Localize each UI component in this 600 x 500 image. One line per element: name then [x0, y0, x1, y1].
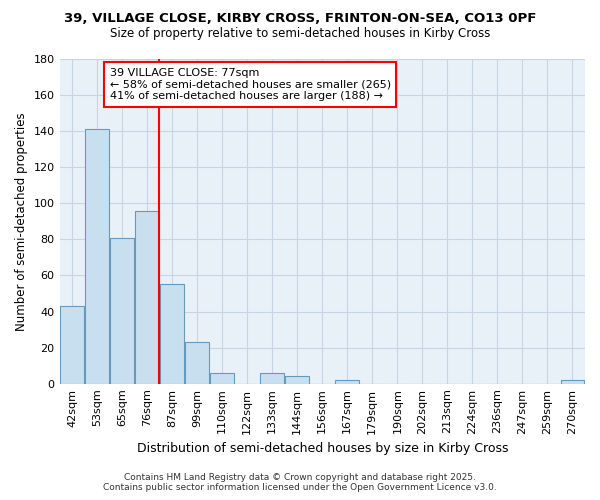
Text: 39 VILLAGE CLOSE: 77sqm
← 58% of semi-detached houses are smaller (265)
41% of s: 39 VILLAGE CLOSE: 77sqm ← 58% of semi-de… [110, 68, 391, 101]
Bar [335, 380, 359, 384]
Bar [260, 373, 284, 384]
Bar [286, 376, 309, 384]
X-axis label: Distribution of semi-detached houses by size in Kirby Cross: Distribution of semi-detached houses by … [137, 442, 508, 455]
Bar [185, 342, 209, 384]
Bar [135, 210, 159, 384]
Text: Contains HM Land Registry data © Crown copyright and database right 2025.
Contai: Contains HM Land Registry data © Crown c… [103, 473, 497, 492]
Text: Size of property relative to semi-detached houses in Kirby Cross: Size of property relative to semi-detach… [110, 28, 490, 40]
Bar [210, 373, 234, 384]
Bar [60, 306, 84, 384]
Bar [160, 284, 184, 384]
Y-axis label: Number of semi-detached properties: Number of semi-detached properties [15, 112, 28, 330]
Bar [85, 130, 109, 384]
Text: 39, VILLAGE CLOSE, KIRBY CROSS, FRINTON-ON-SEA, CO13 0PF: 39, VILLAGE CLOSE, KIRBY CROSS, FRINTON-… [64, 12, 536, 26]
Bar [110, 238, 134, 384]
Bar [560, 380, 584, 384]
